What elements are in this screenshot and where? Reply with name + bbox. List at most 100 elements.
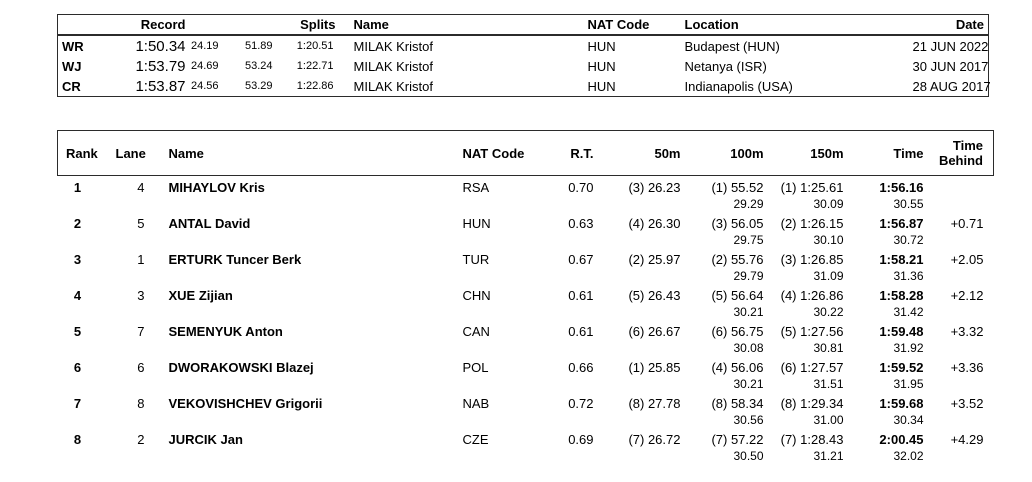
final-time-cell: 1:56.87 30.72 (854, 212, 939, 248)
reaction-time: 0.67 (568, 252, 594, 267)
result-row: 2 5 ANTAL David HUN 0.63 (4) 26.30 (3) 5… (58, 212, 994, 248)
150m-cumulative: (7) 1:28.43 (780, 432, 844, 447)
lane-value: 1 (137, 252, 145, 267)
final-lap: 31.36 (893, 269, 924, 283)
record-type-label: WR (62, 38, 84, 54)
lane-value: 3 (137, 288, 145, 303)
name-column-header: Name (337, 14, 568, 36)
record-split-50m: 24.19 (190, 40, 219, 52)
final-time: 1:59.68 (879, 396, 924, 411)
rank-value: 4 (73, 288, 82, 303)
lane-value: 6 (137, 360, 145, 375)
final-time-cell: 1:58.28 31.42 (854, 284, 939, 320)
150m-cumulative: (4) 1:26.86 (780, 288, 844, 303)
result-row: 7 8 VEKOVISHCHEV Grigorii NAB 0.72 (8) 2… (58, 392, 994, 428)
150m-split-cell: (3) 1:26.85 31.09 (769, 248, 854, 284)
time-behind: +2.05 (950, 252, 984, 267)
final-lap: 30.55 (893, 197, 924, 211)
result-row: 3 1 ERTURK Tuncer Berk TUR 0.67 (2) 25.9… (58, 248, 994, 284)
100m-split-cell: (6) 56.75 30.08 (686, 320, 769, 356)
result-row: 6 6 DWORAKOWSKI Blazej POL 0.66 (1) 25.8… (58, 356, 994, 392)
result-row: 5 7 SEMENYUK Anton CAN 0.61 (6) 26.67 (6… (58, 320, 994, 356)
time-behind: +3.32 (950, 324, 984, 339)
time-behind: +2.12 (950, 288, 984, 303)
swimmer-nat-code: CHN (462, 288, 491, 303)
100m-lap: 30.21 (733, 305, 764, 319)
150m-cumulative: (1) 1:25.61 (780, 180, 844, 195)
swimmer-nat-code: CZE (462, 432, 489, 447)
100m-cumulative: (2) 55.76 (711, 252, 764, 267)
reaction-time: 0.61 (568, 324, 594, 339)
rank-value: 8 (73, 432, 82, 447)
record-split-100m: 53.29 (244, 80, 273, 92)
150m-split-cell: (2) 1:26.15 30.10 (769, 212, 854, 248)
swimmer-nat-code: TUR (462, 252, 490, 267)
50m-split-cell: (5) 26.43 (599, 284, 686, 320)
record-split-50m: 24.69 (190, 60, 219, 72)
record-label-header (57, 14, 98, 36)
record-type-label: WJ (62, 58, 82, 74)
record-date: 30 JUN 2017 (912, 58, 989, 74)
nat-code-column-header: NAT Code (567, 14, 683, 36)
result-row: 1 4 MIHAYLOV Kris RSA 0.70 (3) 26.23 (1)… (58, 176, 994, 213)
100m-split-cell: (7) 57.22 30.50 (686, 428, 769, 464)
swimmer-nat-code: RSA (462, 180, 490, 195)
record-holder-name: MILAK Kristof (353, 78, 433, 94)
record-time: 1:53.87 (135, 77, 186, 95)
reaction-time-column-header: R.T. (526, 130, 599, 176)
150m-lap: 31.00 (813, 413, 844, 427)
swimmer-name: MIHAYLOV Kris (168, 180, 265, 195)
records-table: Record Splits Name NAT Code Location Dat… (57, 14, 991, 97)
record-split-150m: 1:22.86 (296, 80, 334, 92)
150m-cumulative: (5) 1:27.56 (780, 324, 844, 339)
time-behind: +3.36 (950, 360, 984, 375)
150m-cumulative: (3) 1:26.85 (780, 252, 844, 267)
50m-cumulative: (6) 26.67 (628, 324, 681, 339)
name-column-header: Name (152, 130, 447, 176)
50m-cumulative: (7) 26.72 (628, 432, 681, 447)
record-nat-code: HUN (587, 78, 616, 94)
100m-lap: 29.29 (733, 197, 764, 211)
100m-cumulative: (4) 56.06 (711, 360, 764, 375)
final-lap: 31.95 (893, 377, 924, 391)
record-split-150m: 1:20.51 (296, 40, 334, 52)
lane-value: 2 (137, 432, 145, 447)
rank-column-header: Rank (57, 130, 98, 176)
100m-split-cell: (3) 56.05 29.75 (686, 212, 769, 248)
150m-column-header: 150m (768, 130, 854, 176)
final-time: 1:59.52 (879, 360, 924, 375)
150m-lap: 31.51 (813, 377, 844, 391)
150m-cumulative: (6) 1:27.57 (780, 360, 844, 375)
100m-split-cell: (5) 56.64 30.21 (686, 284, 769, 320)
record-time: 1:50.34 (135, 37, 186, 55)
record-nat-code: HUN (587, 38, 616, 54)
swimmer-name: ERTURK Tuncer Berk (168, 252, 302, 267)
50m-cumulative: (1) 25.85 (628, 360, 681, 375)
record-split-150m: 1:22.71 (296, 60, 334, 72)
final-time: 1:58.21 (879, 252, 924, 267)
lane-value: 8 (137, 396, 145, 411)
swimmer-nat-code: NAB (462, 396, 490, 411)
records-header-row: Record Splits Name NAT Code Location Dat… (57, 14, 989, 36)
record-date: 28 AUG 2017 (912, 78, 991, 94)
nat-code-column-header: NAT Code (446, 130, 527, 176)
100m-split-cell: (2) 55.76 29.79 (686, 248, 769, 284)
50m-split-cell: (7) 26.72 (599, 428, 686, 464)
record-nat-code: HUN (587, 58, 616, 74)
150m-split-cell: (8) 1:29.34 31.00 (769, 392, 854, 428)
final-time: 2:00.45 (879, 432, 924, 447)
150m-lap: 30.09 (813, 197, 844, 211)
100m-split-cell: (4) 56.06 30.21 (686, 356, 769, 392)
final-time: 1:56.16 (879, 180, 924, 195)
150m-cumulative: (8) 1:29.34 (780, 396, 844, 411)
swimmer-nat-code: HUN (462, 216, 491, 231)
50m-split-cell: (1) 25.85 (599, 356, 686, 392)
swimmer-nat-code: CAN (462, 324, 490, 339)
swimmer-name: VEKOVISHCHEV Grigorii (168, 396, 323, 411)
heat-results-table: Rank Lane Name NAT Code R.T. 50m 100m 15… (57, 130, 994, 464)
100m-lap: 29.75 (733, 233, 764, 247)
final-time: 1:56.87 (879, 216, 924, 231)
150m-lap: 31.21 (813, 449, 844, 463)
rank-value: 1 (73, 180, 82, 195)
